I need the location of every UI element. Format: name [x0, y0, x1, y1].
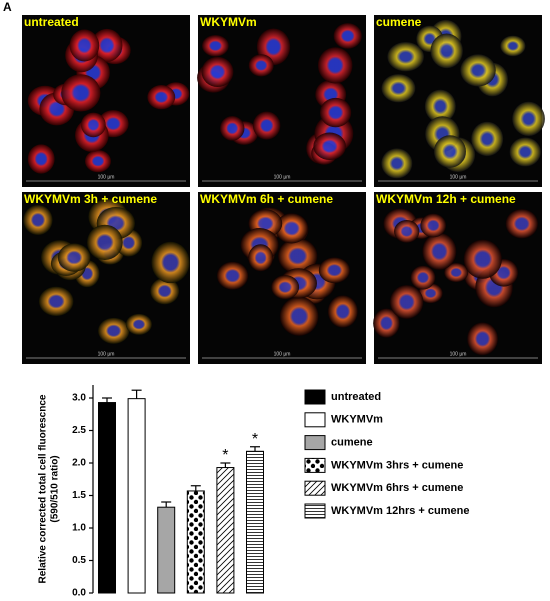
bar	[127, 398, 146, 594]
scale-bar-label: 100 µm	[274, 351, 291, 357]
y-axis-label: Relative corrected total cell fluorescnc…	[38, 394, 49, 583]
cell	[27, 144, 55, 174]
y-tick-label: 2.0	[72, 458, 86, 469]
bar	[246, 450, 264, 594]
chart: 0.0 0.5 1.0 1.5 2.0 2.5 3.0 Relative corrected …	[38, 385, 469, 599]
panels: untreated 100 µm WKYMVm 100 µm cumene 100 µm W…	[22, 15, 545, 364]
bar	[157, 506, 176, 594]
cell	[422, 232, 457, 270]
cell	[252, 111, 281, 140]
cell	[147, 85, 176, 110]
cell	[387, 42, 425, 72]
cell	[38, 286, 74, 317]
scale-bar-label: 100 µm	[450, 174, 467, 180]
cell	[317, 47, 353, 84]
cell	[424, 89, 456, 123]
cell	[87, 224, 123, 261]
bar	[186, 490, 205, 594]
legend-swatch	[304, 503, 326, 519]
cell	[216, 261, 249, 290]
cell	[430, 33, 463, 69]
cell	[433, 135, 466, 168]
cell	[319, 97, 352, 128]
scale-bar-label: 100 µm	[450, 351, 467, 357]
cell	[420, 213, 447, 238]
y-axis-label: (590/510 ratio)	[50, 455, 61, 522]
cell	[512, 101, 545, 137]
legend-swatch	[304, 389, 326, 405]
legend-swatch	[304, 480, 326, 496]
cell	[373, 308, 400, 338]
panel-label: WKYMVm 3h + cumene	[24, 192, 157, 206]
bar	[216, 467, 235, 594]
legend-swatch	[304, 435, 326, 451]
cell	[509, 137, 541, 167]
cell	[248, 244, 274, 272]
cell	[91, 28, 123, 62]
y-tick-label: 2.5	[72, 425, 86, 436]
cell	[505, 209, 539, 239]
significance-marker: *	[222, 447, 228, 464]
cell	[318, 257, 351, 284]
cell	[394, 220, 420, 243]
legend-label: WKYMVm 3hrs + cumene	[331, 459, 463, 471]
y-tick-label: 1.5	[72, 490, 86, 501]
cell	[150, 277, 180, 305]
significance-marker: *	[252, 431, 258, 448]
panel-label: WKYMVm 6h + cumene	[200, 192, 333, 206]
y-tick-label: 3.0	[72, 393, 86, 404]
cell	[85, 150, 111, 173]
legend-swatch	[304, 457, 326, 473]
cell	[248, 54, 274, 77]
cell	[201, 56, 234, 88]
scale-bar-label: 100 µm	[274, 174, 291, 180]
legend-label: cumene	[331, 437, 373, 449]
cell	[271, 275, 300, 300]
cell	[23, 205, 53, 235]
bar	[98, 402, 116, 594]
y-tick-label: 0.0	[72, 588, 86, 599]
cell	[275, 213, 309, 244]
panel-label: WKYMVm	[200, 15, 257, 29]
cell	[279, 296, 319, 336]
legend-label: WKYMVm 6hrs + cumene	[331, 482, 463, 494]
cell	[463, 239, 502, 279]
figure-label: A	[3, 0, 12, 14]
scale-bar-label: 100 µm	[98, 174, 115, 180]
legend-label: WKYMVm	[331, 414, 383, 426]
cell	[471, 121, 504, 157]
y-tick-label: 0.5	[72, 555, 86, 566]
cell	[333, 23, 362, 49]
legend-label: untreated	[331, 391, 381, 403]
cell	[313, 132, 346, 161]
cell	[389, 285, 424, 319]
cell	[381, 148, 413, 179]
cell	[61, 74, 101, 112]
panel-label: cumene	[376, 15, 422, 29]
panel-label: WKYMVm 12h + cumene	[376, 192, 516, 206]
scale-bar-label: 100 µm	[98, 351, 115, 357]
cell	[460, 54, 496, 87]
cell	[69, 29, 100, 62]
panel-label: untreated	[24, 15, 79, 29]
cell	[125, 313, 152, 335]
cell	[410, 265, 436, 290]
cell	[98, 317, 130, 344]
cell	[444, 262, 469, 283]
cell	[202, 35, 229, 57]
cell	[327, 295, 358, 328]
cell	[57, 243, 91, 272]
cell	[151, 241, 190, 284]
cell	[467, 322, 499, 356]
legend-label: WKYMVm 12hrs + cumene	[331, 505, 469, 517]
y-tick-label: 1.0	[72, 523, 86, 534]
cell	[80, 112, 106, 138]
cell	[381, 74, 416, 103]
cell	[220, 116, 245, 141]
legend-swatch	[304, 412, 326, 428]
cell	[500, 35, 526, 57]
cell	[278, 238, 318, 274]
